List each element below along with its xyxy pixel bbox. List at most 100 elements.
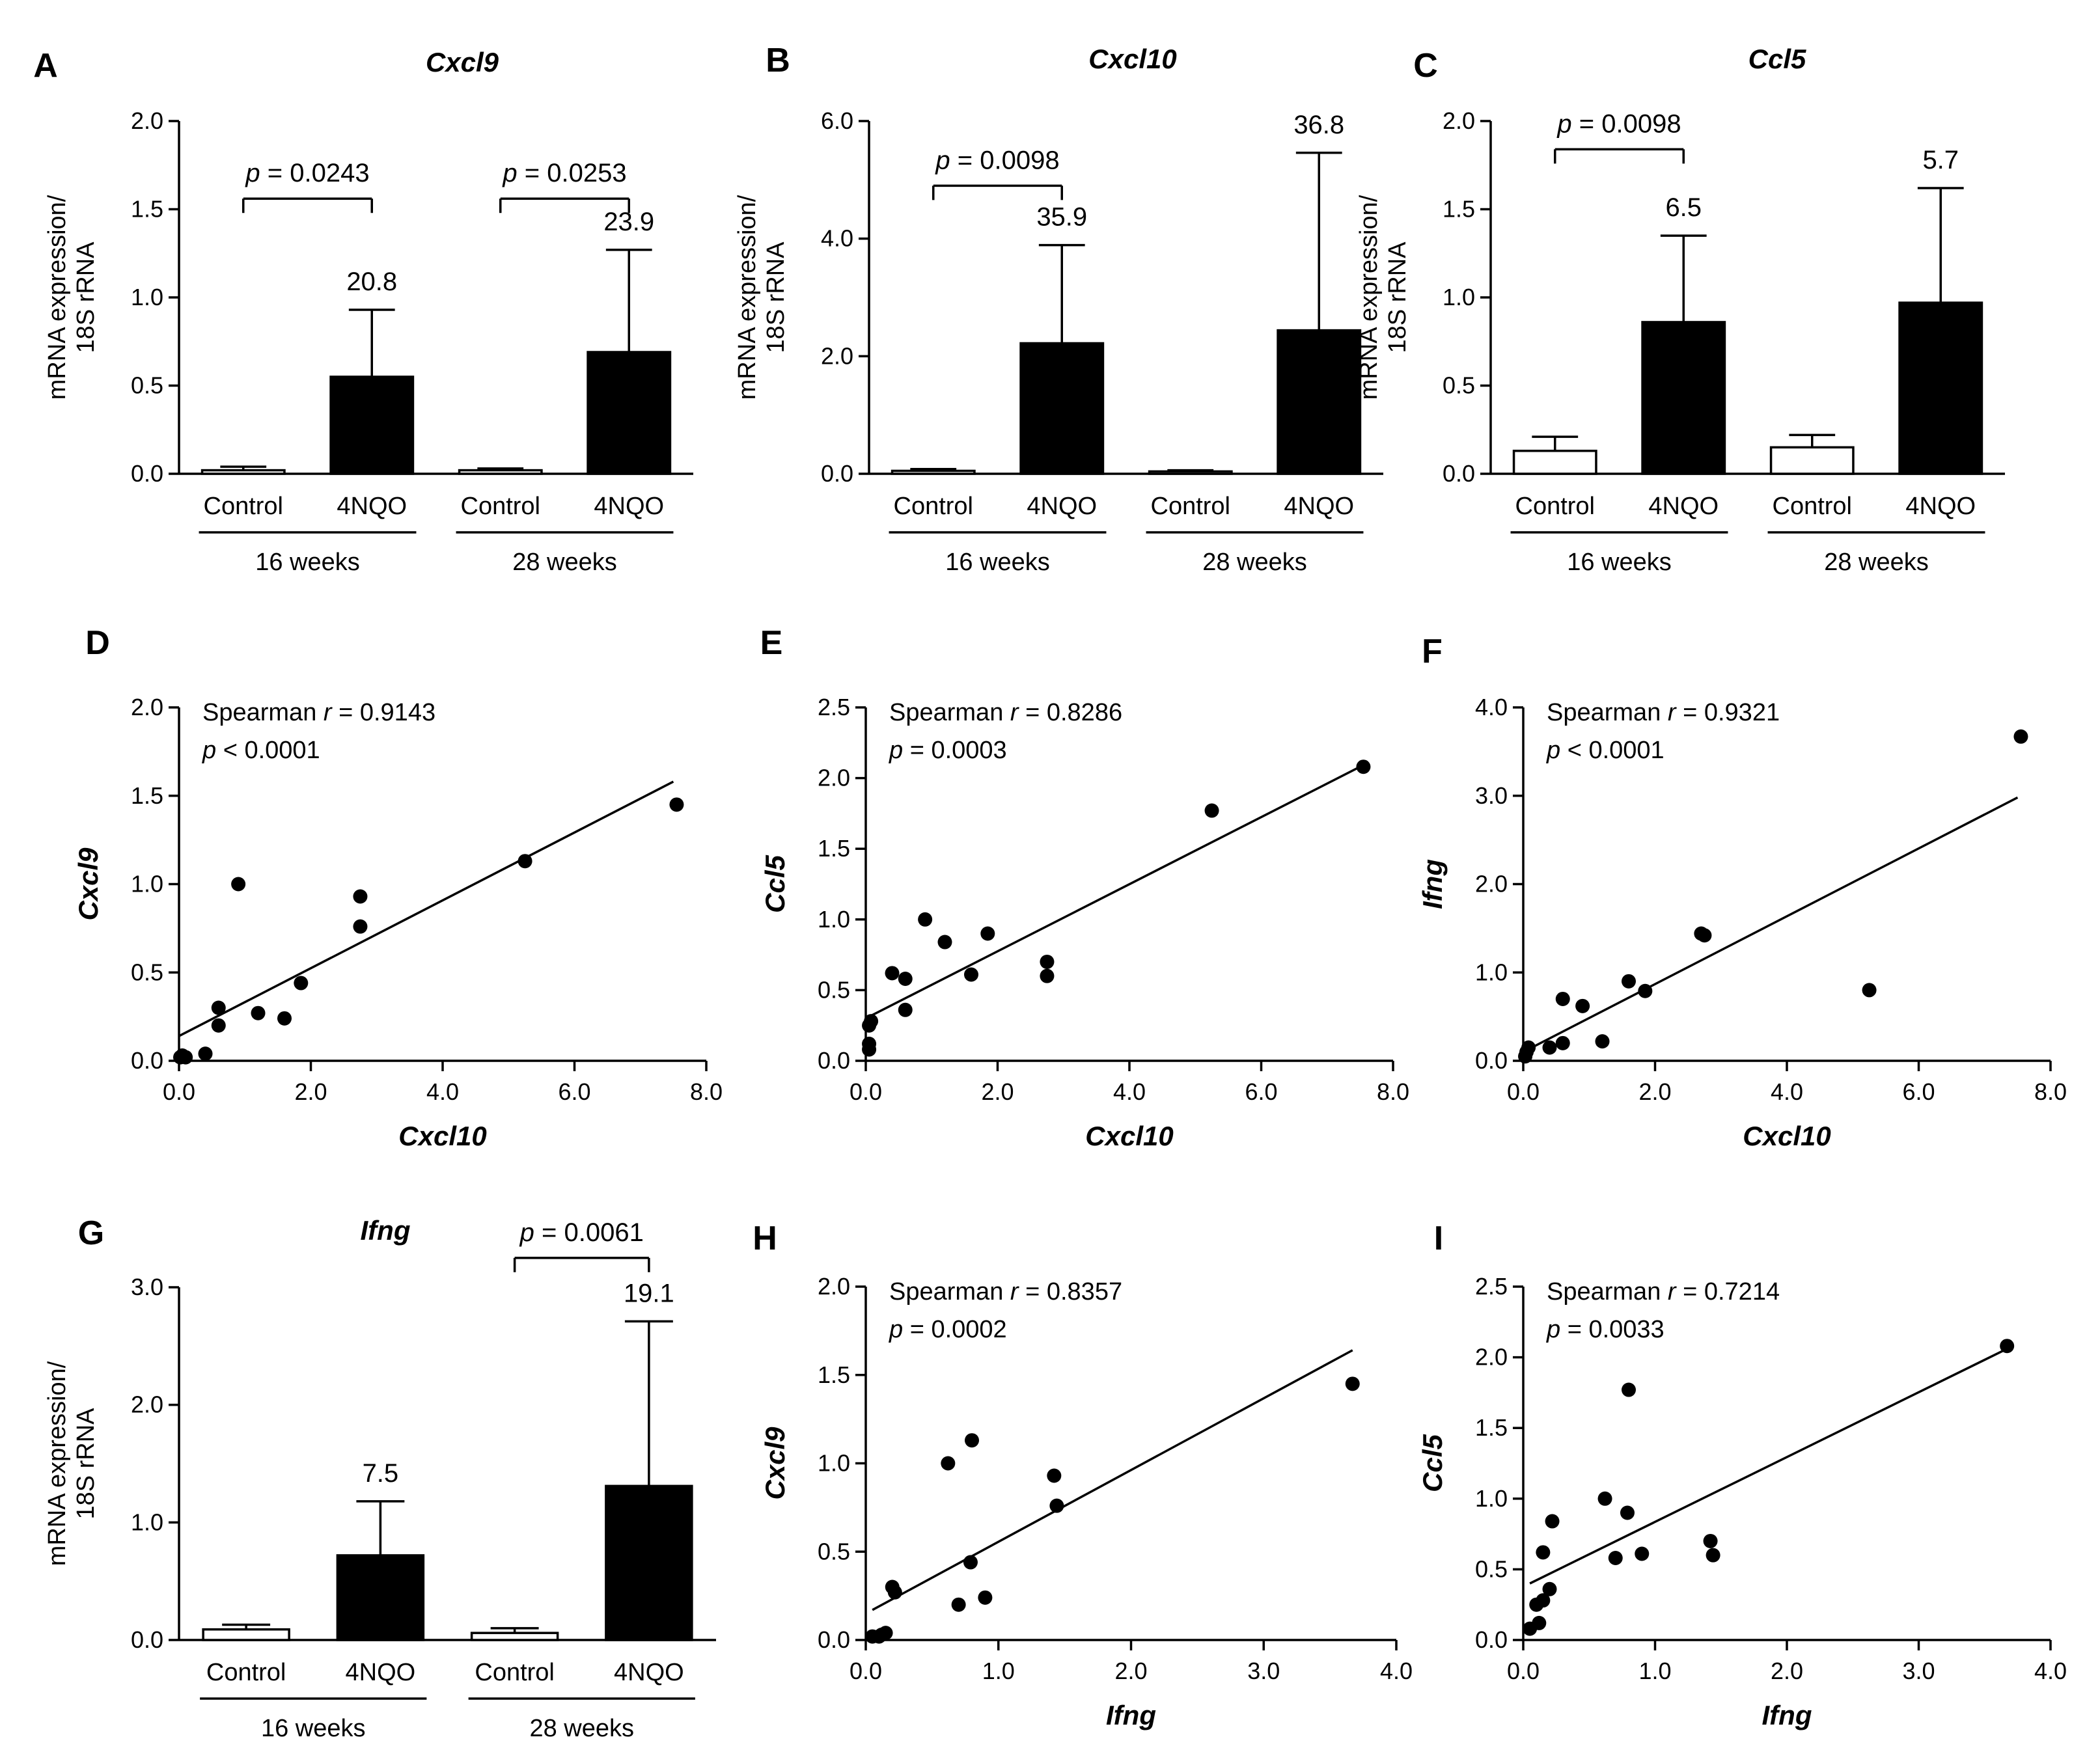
y-tick-label: 0.0 [131, 1626, 163, 1653]
panel-B: B Cxcl10 0.0 2.0 4.0 6.0 mRNA expression/18S r… [734, 42, 1383, 576]
stat-annotation: p = 0.0003 [889, 737, 1007, 764]
y-tick-label: 1.0 [131, 871, 163, 897]
data-point [1532, 1615, 1547, 1630]
data-point [1622, 1382, 1636, 1397]
significance-label: p = 0.0061 [519, 1218, 644, 1247]
bar [1019, 342, 1105, 475]
stat-annotation-post: = 0.9321 [1676, 699, 1780, 726]
panel-letter: B [766, 42, 790, 79]
data-point [963, 1555, 978, 1570]
y-tick-label: 1.0 [131, 1509, 163, 1535]
significance-value: = 0.0098 [958, 146, 1060, 174]
panel-letter: E [760, 624, 783, 662]
y-tick-label: 0.0 [818, 1626, 850, 1653]
bar-data-label: 35.9 [1036, 203, 1087, 232]
group-label: 16 weeks [945, 549, 1050, 576]
y-tick-label: 0.5 [818, 976, 850, 1003]
chart-title: Cxcl9 [426, 47, 499, 77]
data-point [353, 889, 368, 904]
x-tick-label: 4.0 [1380, 1658, 1413, 1684]
y-axis-label: Cxcl9 [760, 1427, 790, 1500]
chart-title: Ifng [361, 1215, 411, 1246]
panel-letter: A [33, 47, 58, 85]
stat-annotation-post: < 0.0001 [1560, 737, 1665, 764]
bar-data-label: 5.7 [1922, 146, 1959, 174]
y-axis-label: Ccl5 [1417, 1434, 1448, 1492]
x-tick-label: 6.0 [558, 1078, 590, 1105]
x-axis-label: Cxcl10 [1085, 1121, 1173, 1151]
significance-label: p = 0.0243 [245, 159, 369, 187]
y-tick-label: 2.0 [818, 765, 850, 791]
stat-annotation-italic: r [1010, 699, 1019, 726]
chart-title: Ccl5 [1748, 44, 1806, 74]
data-point [1047, 1468, 1062, 1483]
significance-value: = 0.0253 [525, 159, 627, 187]
data-point [1620, 1505, 1635, 1520]
y-axis-label: 18S rRNA [72, 1408, 100, 1520]
bar-data-label: 36.8 [1293, 111, 1344, 139]
regression-line [872, 1349, 1353, 1611]
x-category-label: Control [206, 1659, 286, 1686]
regression-line [178, 780, 674, 1037]
y-tick-label: 1.0 [1475, 959, 1508, 985]
data-point [980, 926, 995, 941]
data-point [1536, 1593, 1551, 1608]
data-point [1521, 1040, 1536, 1055]
panel-letter: C [1413, 47, 1438, 85]
y-tick-label: 0.5 [1475, 1555, 1508, 1582]
data-point [1356, 759, 1371, 774]
x-tick-label: 2.0 [1638, 1078, 1671, 1105]
x-tick-label: 0.0 [850, 1078, 882, 1105]
y-tick-label: 0.0 [1475, 1626, 1508, 1653]
data-point [198, 1046, 213, 1061]
panel-letter: I [1434, 1220, 1443, 1257]
y-tick-label: 1.5 [1475, 1414, 1508, 1441]
x-tick-label: 3.0 [1902, 1658, 1935, 1684]
bar [891, 469, 976, 475]
y-tick-label: 6.0 [821, 107, 853, 134]
x-tick-label: 1.0 [1638, 1658, 1671, 1684]
bar [605, 1484, 693, 1641]
significance-value: = 0.0243 [268, 159, 370, 187]
x-tick-label: 4.0 [2034, 1658, 2067, 1684]
panel-letter: H [753, 1220, 777, 1257]
y-axis-label: Ccl5 [760, 855, 790, 913]
x-axis-label: Cxcl10 [1743, 1121, 1831, 1151]
stat-annotation: Spearman r = 0.9143 [202, 699, 435, 726]
data-point [1862, 983, 1877, 998]
significance-label: p = 0.0098 [935, 146, 1059, 174]
data-point [1040, 954, 1055, 969]
panel-letter: F [1422, 633, 1443, 670]
y-tick-label: 2.0 [131, 694, 163, 720]
significance-value: = 0.0098 [1579, 109, 1681, 138]
y-tick-label: 1.5 [1443, 196, 1475, 223]
chart-title: Cxcl10 [1088, 44, 1176, 74]
data-point [1542, 1040, 1557, 1055]
y-axis-label: mRNA expression/ [1355, 195, 1383, 400]
x-tick-label: 8.0 [690, 1078, 723, 1105]
x-tick-label: 6.0 [1902, 1078, 1935, 1105]
data-point [231, 877, 246, 892]
data-point [2013, 729, 2028, 744]
y-tick-label: 1.0 [818, 1450, 850, 1477]
bar [1641, 321, 1726, 475]
stat-annotation-italic: r [1668, 1278, 1677, 1305]
x-tick-label: 6.0 [1245, 1078, 1277, 1105]
x-axis-label: Ifng [1106, 1700, 1156, 1730]
x-tick-label: 3.0 [1247, 1658, 1280, 1684]
stat-annotation: p = 0.0033 [1546, 1316, 1665, 1343]
y-tick-label: 3.0 [1475, 782, 1508, 809]
panel-letter: G [78, 1214, 104, 1252]
y-axis-label: Cxcl9 [73, 847, 104, 921]
panel-A: A Cxcl9 0.0 0.5 1.0 1.5 2.0 mRNA expression/18S… [33, 47, 693, 576]
data-point [1345, 1376, 1360, 1391]
y-tick-label: 1.0 [131, 284, 163, 310]
data-point [251, 1005, 266, 1020]
y-tick-label: 0.5 [131, 372, 163, 399]
significance-label: p = 0.0098 [1556, 109, 1681, 138]
regression-line [865, 765, 1361, 1020]
x-tick-label: 0.0 [1507, 1078, 1540, 1105]
bar [202, 1628, 290, 1641]
x-category-label: 4NQO [614, 1659, 684, 1686]
